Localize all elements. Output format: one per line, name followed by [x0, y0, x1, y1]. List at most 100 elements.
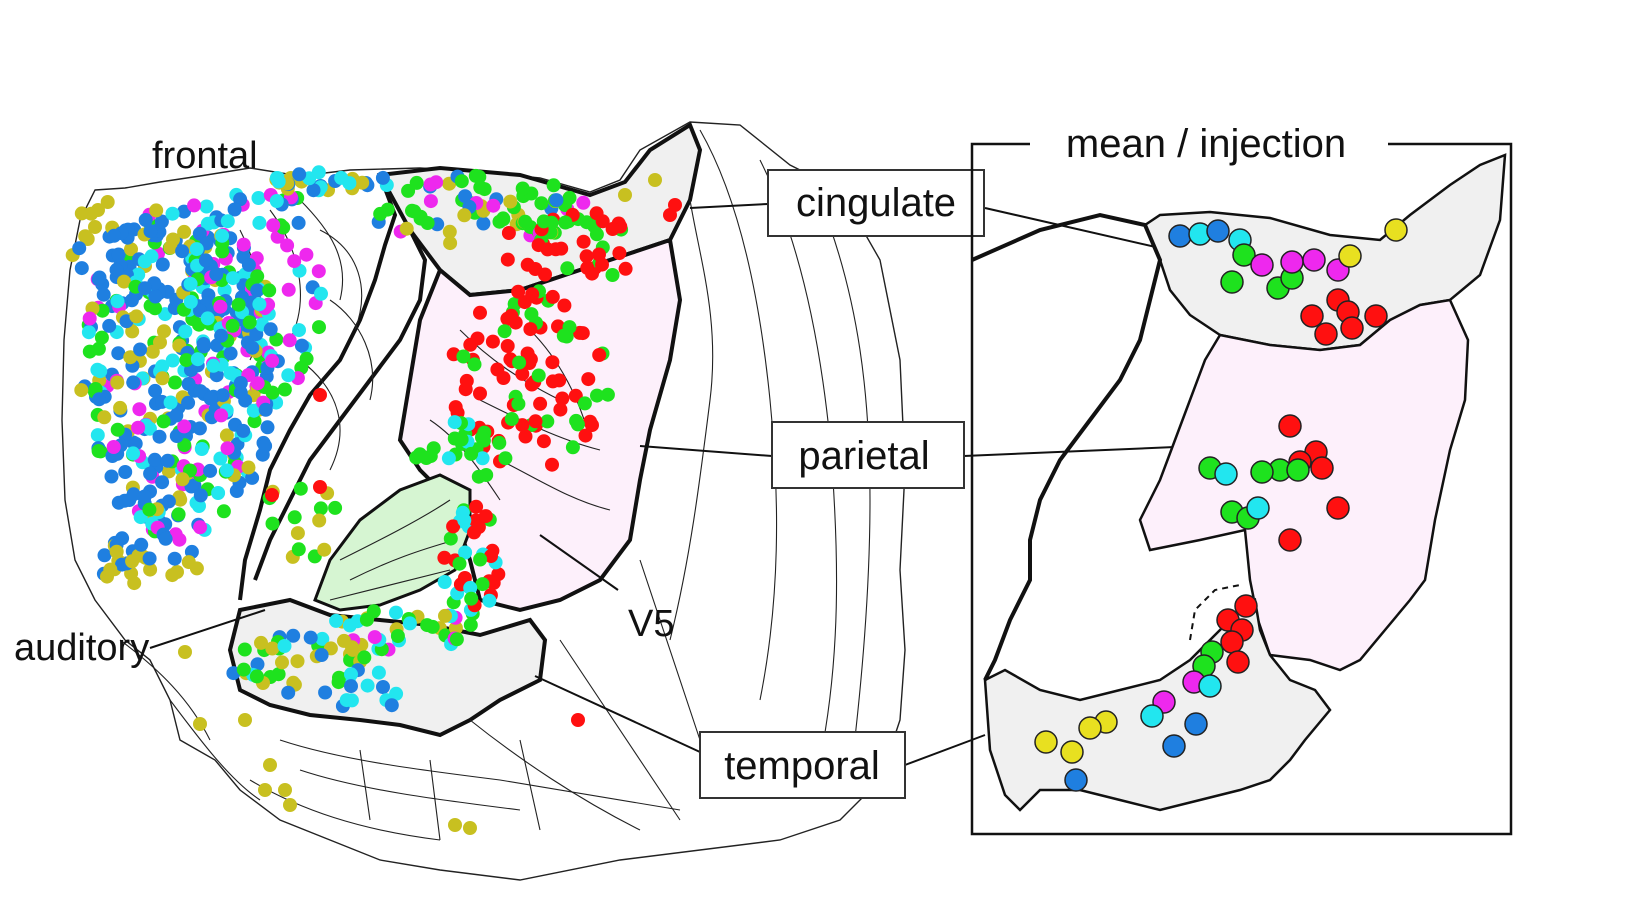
cyan-site-dot	[314, 286, 328, 301]
olive-site-dot	[503, 194, 518, 209]
magenta-site-dot	[82, 311, 97, 326]
olive-site-dot	[175, 472, 190, 487]
blue-site-dot	[142, 551, 157, 566]
cyan-mean-dot	[1198, 674, 1222, 698]
olive-site-dot	[88, 220, 102, 234]
olive-site-dot	[155, 371, 170, 386]
green-site-dot	[110, 422, 125, 437]
cyan-site-dot	[226, 271, 240, 286]
green-site-dot	[565, 440, 580, 455]
cyan-site-dot	[271, 174, 286, 189]
red-site-dot	[545, 374, 560, 389]
blue-mean-dot	[1184, 712, 1208, 736]
blue-site-dot	[375, 170, 390, 185]
green-site-dot	[91, 444, 106, 458]
blue-site-dot	[152, 429, 167, 444]
blue-site-dot	[215, 388, 230, 403]
magenta-site-dot	[187, 198, 202, 213]
green-site-dot	[605, 268, 620, 282]
v5-label: V5	[628, 603, 674, 645]
olive-site-dot	[149, 203, 164, 218]
green-mean-dot	[1232, 243, 1256, 267]
red-site-dot	[555, 391, 570, 406]
cyan-site-dot	[441, 451, 456, 466]
green-site-dot	[420, 216, 435, 230]
blue-site-dot	[74, 261, 89, 276]
red-mean-dot	[1364, 304, 1388, 328]
blue-mean-dot	[1206, 219, 1230, 243]
blue-site-dot	[177, 204, 191, 219]
magenta-site-dot	[236, 237, 251, 252]
green-site-dot	[590, 388, 604, 403]
green-site-dot	[511, 396, 526, 411]
magenta-site-dot	[281, 282, 296, 297]
olive-site-dot	[189, 561, 204, 576]
green-site-dot	[536, 214, 551, 229]
olive-site-dot	[113, 400, 128, 415]
blue-site-dot	[318, 685, 333, 700]
cingulate-label: cingulate	[796, 181, 956, 225]
cyan-site-dot	[200, 311, 215, 326]
olive-site-dot	[177, 224, 192, 239]
green-mean-dot	[1250, 460, 1274, 484]
green-site-dot	[82, 344, 97, 359]
green-site-dot	[312, 320, 326, 335]
blue-site-dot	[154, 214, 169, 229]
olive-site-dot	[648, 173, 662, 187]
cyan-site-dot	[90, 362, 105, 377]
olive-site-dot	[443, 236, 458, 251]
red-site-dot	[523, 352, 538, 367]
blue-site-dot	[169, 408, 184, 423]
cyan-site-dot	[339, 693, 354, 708]
olive-site-dot	[127, 576, 142, 591]
olive-site-dot	[283, 798, 297, 812]
cyan-site-dot	[360, 678, 375, 693]
cyan-site-dot	[155, 359, 170, 374]
blue-site-dot	[181, 395, 196, 410]
green-site-dot	[359, 612, 374, 627]
olive-site-dot	[109, 544, 124, 559]
blue-site-dot	[258, 402, 273, 417]
cyan-site-dot	[269, 194, 284, 208]
olive-site-dot	[165, 568, 180, 583]
blue-site-dot	[306, 183, 321, 198]
red-site-dot	[553, 402, 568, 417]
olive-site-dot	[153, 335, 167, 350]
frontal-boundary	[238, 174, 398, 601]
olive-site-dot	[124, 242, 138, 257]
red-site-dot	[668, 198, 682, 212]
olive-site-dot	[219, 428, 234, 443]
olive-site-dot	[178, 645, 192, 659]
red-site-dot	[536, 434, 551, 449]
blue-site-dot	[384, 698, 399, 713]
green-site-dot	[265, 516, 280, 531]
red-site-dot	[470, 331, 485, 346]
green-site-dot	[236, 662, 251, 677]
olive-site-dot	[438, 608, 452, 623]
green-site-dot	[504, 412, 519, 426]
green-site-dot	[443, 531, 458, 546]
magenta-site-dot	[132, 402, 147, 417]
flatmap-injection-sites	[65, 165, 682, 835]
blue-site-dot	[236, 423, 251, 438]
magenta-site-dot	[220, 441, 235, 456]
cyan-site-dot	[252, 215, 267, 230]
red-site-dot	[520, 257, 535, 272]
blue-site-dot	[286, 628, 301, 643]
red-mean-dot	[1226, 650, 1250, 674]
red-site-dot	[545, 355, 560, 370]
green-site-dot	[277, 382, 292, 397]
green-site-dot	[357, 650, 372, 665]
olive-site-dot	[80, 232, 95, 246]
olive-site-dot	[157, 324, 171, 339]
green-site-dot	[546, 178, 561, 193]
red-site-dot	[557, 298, 572, 313]
temporal-box: temporal	[699, 731, 906, 799]
red-site-dot	[618, 261, 633, 276]
olive-site-dot	[265, 641, 280, 656]
cyan-site-dot	[215, 228, 230, 243]
cyan-site-dot	[252, 297, 267, 312]
blue-site-dot	[227, 202, 242, 217]
cyan-site-dot	[137, 254, 152, 269]
